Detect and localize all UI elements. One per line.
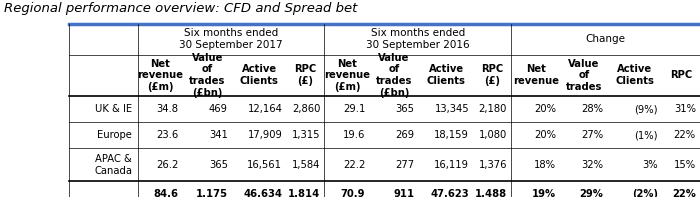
Text: 3%: 3% — [643, 160, 658, 170]
Text: 22%: 22% — [672, 189, 696, 197]
Text: 32%: 32% — [582, 160, 603, 170]
Text: 23.6: 23.6 — [156, 130, 178, 140]
Text: (1%): (1%) — [634, 130, 658, 140]
Text: Six months ended
30 September 2017: Six months ended 30 September 2017 — [179, 28, 283, 50]
Text: 1,376: 1,376 — [478, 160, 507, 170]
Text: 1,175: 1,175 — [196, 189, 228, 197]
Text: 1,814: 1,814 — [288, 189, 320, 197]
Text: 19%: 19% — [532, 189, 556, 197]
Text: 16,561: 16,561 — [247, 160, 282, 170]
Text: 20%: 20% — [534, 130, 556, 140]
Text: 1,315: 1,315 — [292, 130, 320, 140]
Text: UK & IE: UK & IE — [95, 104, 132, 114]
Text: Europe: Europe — [97, 130, 132, 140]
Text: 28%: 28% — [582, 104, 603, 114]
Text: 27%: 27% — [582, 130, 603, 140]
Text: 2,860: 2,860 — [292, 104, 320, 114]
Text: Value
of
trades
(£bn): Value of trades (£bn) — [376, 53, 412, 98]
Text: RPC
(£): RPC (£) — [481, 64, 503, 86]
Text: (9%): (9%) — [634, 104, 658, 114]
Text: Active
Clients: Active Clients — [240, 64, 279, 86]
Text: 1,080: 1,080 — [479, 130, 507, 140]
Text: Value
of
trades
(£bn): Value of trades (£bn) — [189, 53, 225, 98]
Text: Net
revenue
(£m): Net revenue (£m) — [324, 59, 370, 92]
Text: 1,584: 1,584 — [292, 160, 320, 170]
Text: 22%: 22% — [673, 130, 696, 140]
Text: 29.1: 29.1 — [343, 104, 365, 114]
Text: 46,634: 46,634 — [244, 189, 282, 197]
Text: 20%: 20% — [534, 104, 556, 114]
Text: 26.2: 26.2 — [156, 160, 178, 170]
Text: (2%): (2%) — [632, 189, 658, 197]
Text: APAC &
Canada: APAC & Canada — [94, 154, 132, 176]
Text: 2,180: 2,180 — [479, 104, 507, 114]
Text: 31%: 31% — [674, 104, 696, 114]
Text: 269: 269 — [395, 130, 414, 140]
Text: RPC: RPC — [670, 70, 692, 80]
Text: Active
Clients: Active Clients — [426, 64, 466, 86]
Text: 84.6: 84.6 — [153, 189, 178, 197]
Text: 1,488: 1,488 — [475, 189, 507, 197]
Text: 19.6: 19.6 — [343, 130, 365, 140]
Text: 47,623: 47,623 — [430, 189, 469, 197]
Text: 18,159: 18,159 — [434, 130, 469, 140]
Text: 469: 469 — [209, 104, 228, 114]
Text: 17,909: 17,909 — [248, 130, 282, 140]
Text: 277: 277 — [395, 160, 414, 170]
Text: 12,164: 12,164 — [248, 104, 282, 114]
Text: Net
revenue: Net revenue — [513, 64, 559, 86]
Text: Active
Clients: Active Clients — [615, 64, 654, 86]
Text: 29%: 29% — [580, 189, 603, 197]
Text: Six months ended
30 September 2016: Six months ended 30 September 2016 — [366, 28, 470, 50]
Text: 13,345: 13,345 — [435, 104, 469, 114]
Text: Value
of
trades: Value of trades — [566, 59, 602, 92]
Text: 365: 365 — [209, 160, 228, 170]
Text: Change: Change — [585, 34, 626, 44]
Text: 15%: 15% — [673, 160, 696, 170]
Text: 16,119: 16,119 — [434, 160, 469, 170]
Text: 22.2: 22.2 — [343, 160, 365, 170]
Text: RPC
(£): RPC (£) — [294, 64, 316, 86]
Text: 365: 365 — [395, 104, 414, 114]
Text: 70.9: 70.9 — [341, 189, 365, 197]
Text: 911: 911 — [393, 189, 414, 197]
Text: 34.8: 34.8 — [157, 104, 178, 114]
Text: Net
revenue
(£m): Net revenue (£m) — [137, 59, 183, 92]
Text: Regional performance overview: CFD and Spread bet: Regional performance overview: CFD and S… — [4, 2, 357, 15]
Text: 341: 341 — [209, 130, 228, 140]
Text: 18%: 18% — [534, 160, 556, 170]
